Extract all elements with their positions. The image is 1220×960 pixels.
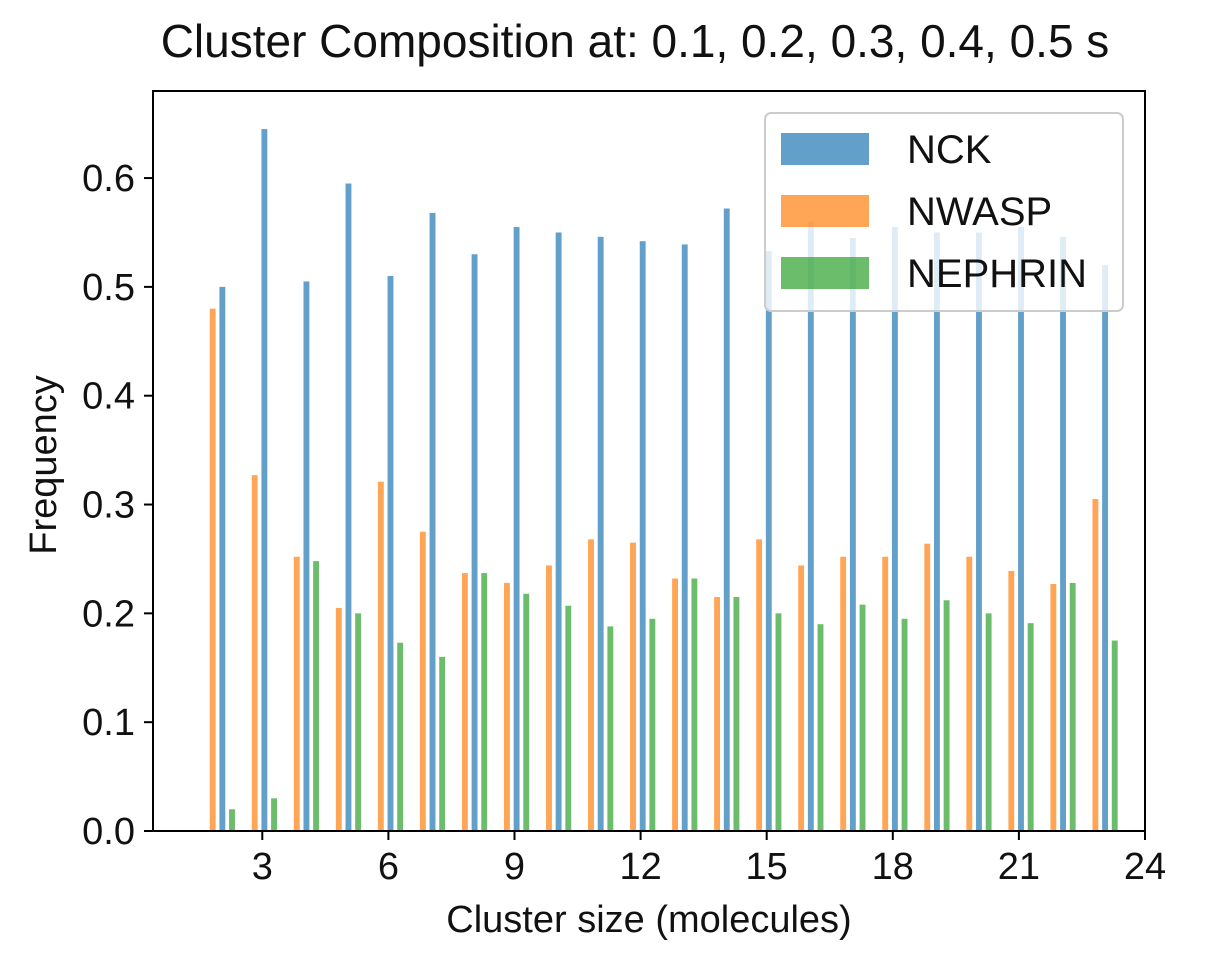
bar-nephrin-15 xyxy=(775,613,782,831)
bar-nephrin-18 xyxy=(901,618,908,831)
bar-nwasp-10 xyxy=(546,565,552,831)
bar-nck-8 xyxy=(471,254,478,832)
bar-nck-5 xyxy=(345,183,352,831)
bar-nwasp-12 xyxy=(630,542,636,831)
bar-nck-23 xyxy=(1102,265,1109,831)
x-tick-label-9: 9 xyxy=(504,846,525,888)
bar-nck-21 xyxy=(1018,227,1024,831)
bar-nwasp-9 xyxy=(503,582,510,831)
y-tick-label-0.1: 0.1 xyxy=(82,702,135,744)
x-axis-label: Cluster size (molecules) xyxy=(446,899,851,941)
bar-nwasp-2 xyxy=(209,308,216,831)
bar-nwasp-3 xyxy=(251,475,258,831)
bar-nck-11 xyxy=(597,236,604,831)
bar-nephrin-17 xyxy=(859,604,866,831)
bars-layer xyxy=(209,129,1118,832)
y-tick-label-0.0: 0.0 xyxy=(82,811,135,853)
bar-nephrin-22 xyxy=(1069,582,1076,831)
bar-nephrin-16 xyxy=(817,624,824,831)
bar-nwasp-18 xyxy=(882,556,889,831)
bar-nck-10 xyxy=(555,232,562,832)
bar-nwasp-5 xyxy=(335,607,342,831)
bar-nck-3 xyxy=(261,129,268,832)
x-tick-label-24: 24 xyxy=(1124,846,1166,888)
legend-swatch-nck xyxy=(781,133,869,165)
bar-nwasp-15 xyxy=(756,539,763,831)
bar-nck-2 xyxy=(219,286,226,831)
bar-nephrin-9 xyxy=(523,593,530,831)
y-tick-label-0.3: 0.3 xyxy=(82,485,135,527)
y-axis-label: Frequency xyxy=(23,375,65,555)
legend-label-nck: NCK xyxy=(907,128,992,172)
x-tick-label-18: 18 xyxy=(872,846,914,888)
bar-nephrin-11 xyxy=(607,626,614,831)
y-tick-label-0.5: 0.5 xyxy=(82,267,135,309)
y-tick-label-0.2: 0.2 xyxy=(82,593,135,635)
bar-nck-15 xyxy=(765,250,772,832)
bar-nck-16 xyxy=(807,221,814,832)
bar-nwasp-13 xyxy=(672,578,678,831)
y-tick-label-0.6: 0.6 xyxy=(82,158,135,200)
bar-nwasp-16 xyxy=(798,565,805,831)
bar-nephrin-4 xyxy=(313,561,320,831)
bar-nck-4 xyxy=(303,281,310,831)
bar-nephrin-19 xyxy=(943,600,950,831)
legend-label-nwasp: NWASP xyxy=(907,190,1052,234)
bar-nephrin-12 xyxy=(649,618,656,831)
bar-nephrin-10 xyxy=(565,605,572,831)
bar-nwasp-8 xyxy=(461,573,468,831)
bar-nephrin-2 xyxy=(229,809,235,831)
bar-nwasp-21 xyxy=(1008,570,1015,831)
legend-label-nephrin: NEPHRIN xyxy=(907,252,1087,296)
bar-nephrin-13 xyxy=(691,578,698,831)
x-tick-label-12: 12 xyxy=(619,846,661,888)
plot-frame xyxy=(152,90,1146,832)
bar-nck-20 xyxy=(976,232,982,832)
bar-nwasp-14 xyxy=(714,597,721,831)
y-axis: 0.0 0.1 0.2 0.3 0.4 0.5 0.6 xyxy=(82,158,153,853)
bar-nwasp-6 xyxy=(377,481,384,831)
x-tick-label-15: 15 xyxy=(746,846,788,888)
bar-nck-9 xyxy=(513,227,520,831)
bar-nwasp-11 xyxy=(588,539,594,831)
legend-swatch-nwasp xyxy=(781,195,869,227)
bar-nwasp-4 xyxy=(293,556,300,831)
bar-nck-13 xyxy=(681,244,688,831)
bar-nwasp-7 xyxy=(419,531,426,831)
bar-nephrin-5 xyxy=(355,613,362,831)
bar-nck-6 xyxy=(387,276,394,831)
bar-nwasp-19 xyxy=(924,543,931,831)
bar-nephrin-14 xyxy=(733,597,740,831)
bar-nephrin-21 xyxy=(1027,623,1034,831)
x-tick-label-3: 3 xyxy=(252,846,273,888)
bar-nephrin-6 xyxy=(397,642,404,831)
x-tick-label-21: 21 xyxy=(998,846,1040,888)
legend: NCK NWASP NEPHRIN xyxy=(764,112,1124,312)
bar-nwasp-22 xyxy=(1050,583,1057,831)
bar-nephrin-7 xyxy=(439,656,446,831)
bar-nephrin-8 xyxy=(481,573,488,831)
bar-nwasp-23 xyxy=(1092,499,1099,831)
bar-nck-19 xyxy=(933,232,940,832)
chart-title: Cluster Composition at: 0.1, 0.2, 0.3, 0… xyxy=(160,15,1110,67)
bar-nephrin-23 xyxy=(1111,640,1118,831)
bar-nck-7 xyxy=(429,212,436,831)
x-axis: 3 6 9 12 15 18 21 24 xyxy=(252,831,1166,888)
x-tick-label-6: 6 xyxy=(378,846,399,888)
bar-nephrin-20 xyxy=(985,613,992,831)
bar-nck-17 xyxy=(849,237,856,831)
legend-swatch-nephrin xyxy=(781,257,869,289)
bar-nck-18 xyxy=(891,227,898,831)
bar-nwasp-17 xyxy=(840,556,847,831)
bar-nephrin-3 xyxy=(271,798,277,831)
bar-nck-14 xyxy=(723,208,730,831)
bar-nck-22 xyxy=(1060,236,1066,831)
bar-nwasp-20 xyxy=(966,556,973,831)
y-tick-label-0.4: 0.4 xyxy=(82,376,135,418)
bar-nck-12 xyxy=(639,241,646,831)
